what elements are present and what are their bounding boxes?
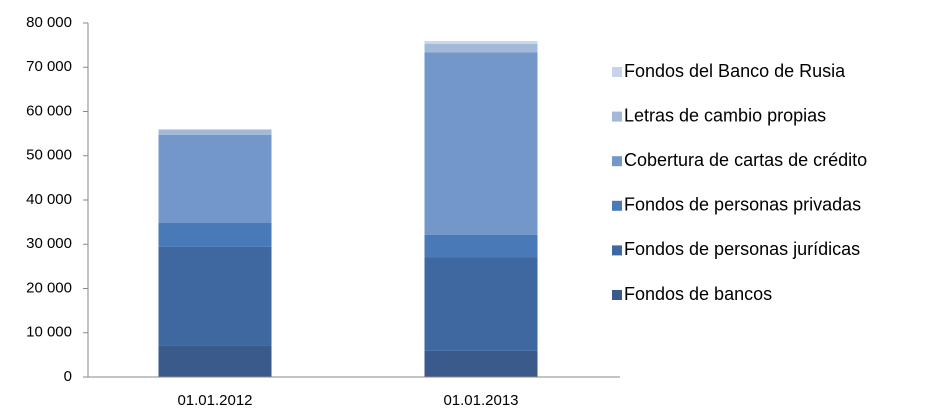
y-tick-label: 60 000 <box>26 102 72 119</box>
bar-segment <box>424 52 538 235</box>
y-tick-label: 0 <box>64 368 72 385</box>
y-tick-label: 50 000 <box>26 147 72 164</box>
legend-label: Fondos de personas jurídicas <box>624 239 860 259</box>
legend-swatch <box>612 111 622 122</box>
y-tick-label: 70 000 <box>26 58 72 75</box>
y-tick-label: 80 000 <box>26 14 72 31</box>
legend-swatch <box>612 290 622 300</box>
legend-swatch <box>612 245 622 256</box>
legend-label: Letras de cambio propias <box>624 105 826 125</box>
y-tick-label: 10 000 <box>26 324 72 341</box>
bar-segment <box>424 41 538 44</box>
bar-segment <box>158 246 272 346</box>
bar-segment <box>424 350 538 377</box>
bar-segment <box>424 234 538 258</box>
bar-segment <box>158 223 272 247</box>
legend-label: Cobertura de cartas de crédito <box>624 150 867 170</box>
x-tick-label: 01.01.2012 <box>177 392 252 409</box>
legend-label: Fondos del Banco de Rusia <box>624 61 846 81</box>
x-tick-label: 01.01.2013 <box>443 392 518 409</box>
bar-segment <box>158 129 272 135</box>
y-tick-label: 40 000 <box>26 191 72 208</box>
legend-swatch <box>612 156 622 167</box>
legend-swatch <box>612 200 622 211</box>
legend-label: Fondos de bancos <box>624 284 772 304</box>
legend-swatch <box>612 67 622 77</box>
y-tick-label: 30 000 <box>26 235 72 252</box>
bar-segment <box>158 345 272 377</box>
legend-label: Fondos de personas privadas <box>624 195 861 215</box>
bar-segment <box>158 134 272 224</box>
y-tick-label: 20 000 <box>26 279 72 296</box>
bar-segment <box>424 257 538 351</box>
bar-segment <box>424 43 538 53</box>
